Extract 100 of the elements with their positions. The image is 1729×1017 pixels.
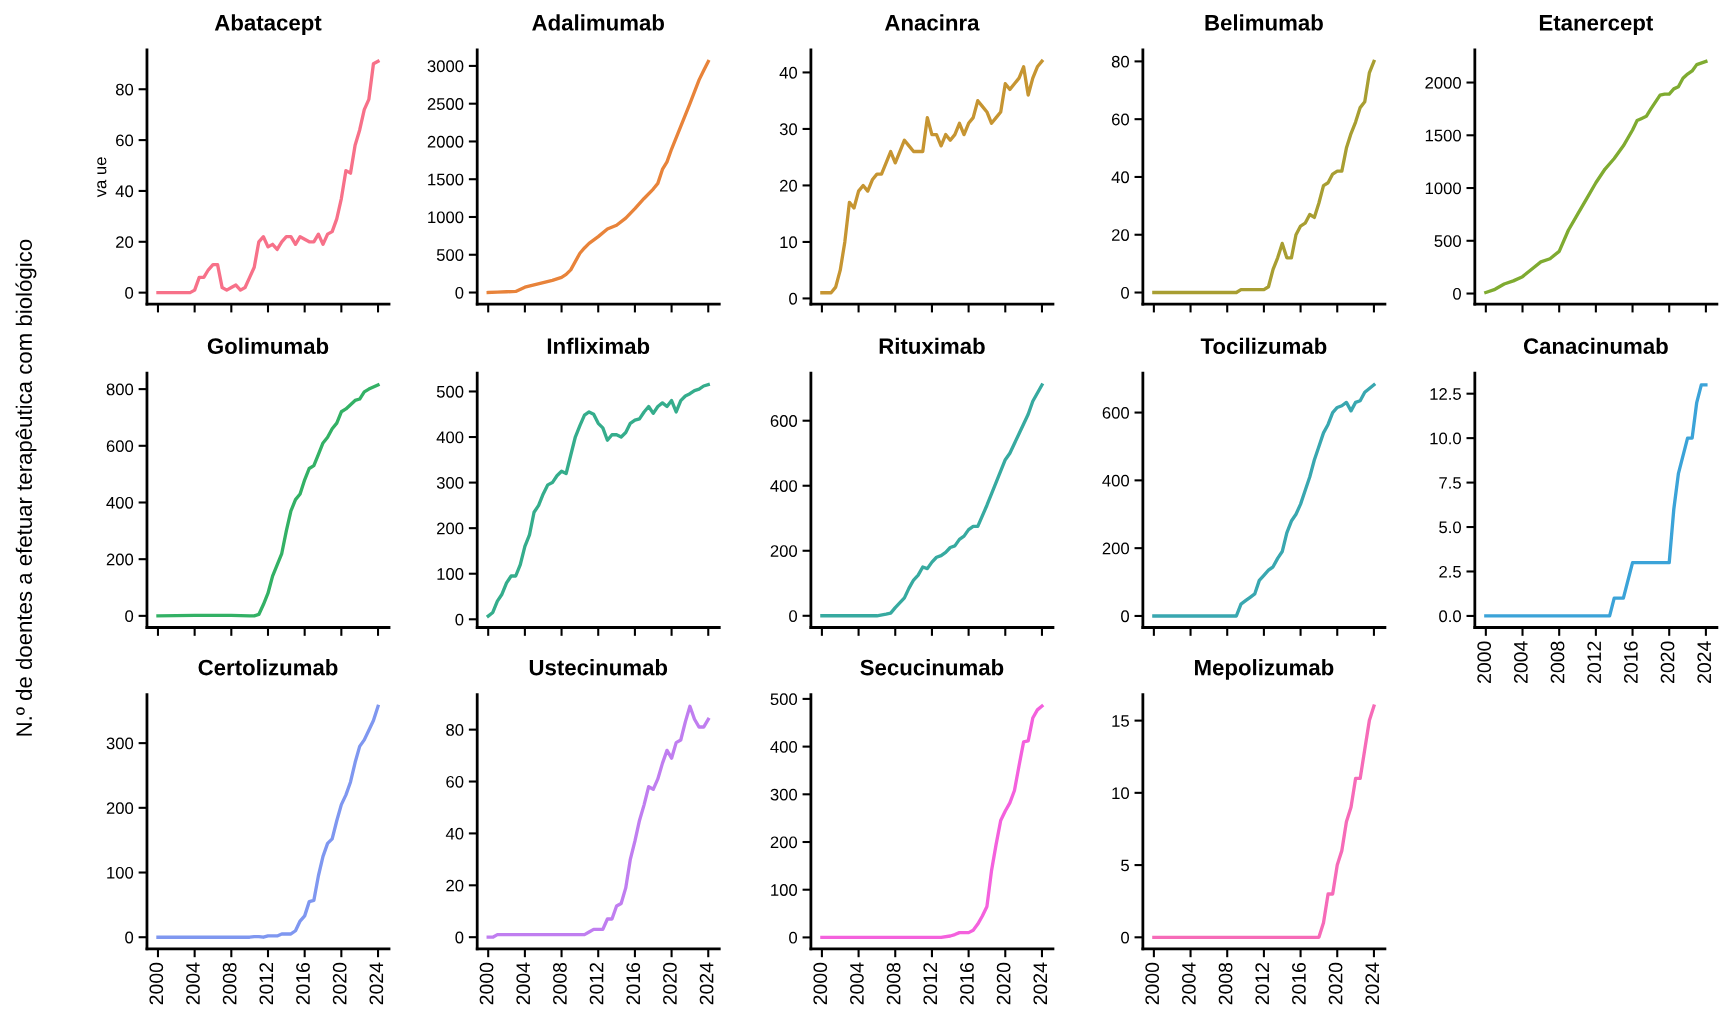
line-series	[1484, 59, 1708, 295]
line-series	[486, 59, 710, 295]
x-tick-label: 2020	[1328, 962, 1343, 1005]
x-tick-label: 2012	[923, 963, 938, 1005]
x-tick-label: 2012	[1587, 641, 1602, 683]
y-tick-label: 800	[106, 383, 134, 396]
chart-title: Adalimumab	[532, 14, 664, 31]
y-tick-label: 400	[770, 480, 798, 492]
line-series	[1484, 383, 1708, 618]
y-tick-label: 40	[445, 827, 464, 840]
line-series	[1152, 383, 1376, 618]
chart-title: Certolizumab	[198, 659, 338, 676]
y-tick-label: 200	[770, 545, 798, 557]
y-tick-label: 500	[1434, 235, 1461, 247]
line-series	[820, 59, 1044, 295]
y-tick-label: 20	[116, 236, 134, 248]
chart-title: Golimumab	[207, 337, 329, 355]
y-tick-label: 200	[437, 522, 464, 535]
y-tick-label: 0	[455, 931, 464, 944]
y-tick-label: 5	[1121, 859, 1129, 872]
y-tick-label: 400	[770, 741, 798, 753]
y-tick-label: 20	[446, 879, 464, 892]
x-tick-label: 2020	[663, 962, 677, 1005]
chart-title: Belimumab	[1205, 14, 1323, 31]
x-tick-label: 2008	[1550, 641, 1565, 683]
y-tick-label: 0	[789, 931, 798, 944]
x-tick-label: 2024	[1033, 962, 1048, 1005]
y-tick-label: 1500	[1425, 129, 1461, 142]
y-tick-label: 20	[1111, 229, 1130, 241]
chart-title: Ustecinumab	[529, 659, 668, 676]
y-tick-label: 1000	[1425, 182, 1461, 195]
y-tick-label: 60	[446, 775, 464, 788]
y-tick-label: 0	[455, 286, 464, 299]
y-tick-label: 300	[770, 788, 798, 801]
x-tick-label: 2012	[1255, 963, 1270, 1005]
y-tick-label: 300	[436, 476, 464, 489]
x-tick-label: 2004	[850, 962, 864, 1005]
y-tick-label: 0	[125, 287, 134, 299]
y-tick-label: 500	[436, 249, 464, 261]
chart-title: Abatacept	[214, 14, 322, 35]
x-tick-label: 2016	[626, 962, 641, 1005]
y-tick-label: 500	[436, 385, 464, 398]
y-tick-label: 10.0	[1430, 432, 1461, 445]
y-tick-label: 40	[115, 185, 134, 198]
x-tick-label: 2004	[1182, 962, 1196, 1005]
y-tick-label: 0.0	[1439, 610, 1461, 623]
y-tick-label: 200	[770, 836, 798, 849]
line-series	[820, 383, 1044, 618]
y-tick-label: 100	[771, 884, 798, 896]
y-tick-label: 20	[780, 179, 798, 192]
chart-title: Rituximab	[879, 337, 985, 355]
y-tick-label: 400	[1102, 474, 1130, 487]
y-tick-label: 5.0	[1439, 521, 1461, 534]
x-tick-label: 2008	[1218, 962, 1233, 1005]
y-tick-label: 40	[779, 66, 798, 79]
y-tick-label: 0	[789, 292, 798, 305]
x-tick-label: 2016	[960, 962, 974, 1005]
chart-title: Infliximab	[547, 337, 650, 355]
y-tick-label: 3000	[427, 60, 464, 73]
y-tick-label: 30	[779, 123, 798, 136]
line-series	[820, 704, 1044, 940]
line-series	[486, 704, 710, 939]
y-axis-title: va ue	[97, 157, 107, 198]
y-tick-label: 80	[115, 83, 134, 96]
y-tick-label: 0	[1121, 286, 1130, 299]
y-tick-label: 60	[1111, 113, 1130, 126]
y-tick-label: 0	[125, 931, 134, 944]
x-tick-label: 2024	[1697, 641, 1712, 683]
x-tick-label: 2024	[369, 962, 384, 1005]
line-series	[486, 382, 710, 618]
x-tick-label: 2016	[296, 962, 310, 1005]
x-tick-label: 2016	[1292, 962, 1306, 1005]
x-tick-label: 2008	[553, 962, 567, 1005]
line-series	[1152, 704, 1376, 939]
y-tick-label: 2000	[427, 135, 464, 148]
y-tick-label: 600	[770, 415, 798, 427]
y-tick-label: 1000	[428, 211, 464, 224]
line-series	[156, 383, 380, 618]
x-tick-label: 2020	[1660, 641, 1675, 683]
y-tick-label: 2.5	[1439, 565, 1461, 578]
y-tick-label: 400	[436, 431, 464, 444]
y-tick-label: 2000	[1425, 76, 1461, 89]
y-tick-label: 15	[1112, 715, 1129, 727]
y-tick-label: 40	[1111, 171, 1130, 184]
y-tick-label: 0	[455, 613, 464, 626]
x-tick-label: 2012	[259, 963, 274, 1005]
x-tick-label: 2012	[589, 963, 604, 1005]
y-tick-label: 0	[1121, 931, 1130, 944]
chart-title: Tocilizumab	[1200, 337, 1327, 355]
y-tick-label: 0	[1453, 287, 1461, 300]
y-tick-label: 100	[107, 866, 134, 879]
line-series	[1152, 59, 1376, 295]
y-tick-label: 200	[1102, 542, 1130, 555]
chart-title: Canacinumab	[1523, 337, 1668, 355]
chart-title: Etanercept	[1539, 15, 1654, 35]
y-tick-label: 300	[106, 737, 134, 750]
y-tick-label: 100	[437, 568, 464, 580]
y-tick-label: 10	[780, 236, 798, 249]
line-series	[156, 704, 380, 939]
y-tick-label: 500	[770, 693, 798, 706]
